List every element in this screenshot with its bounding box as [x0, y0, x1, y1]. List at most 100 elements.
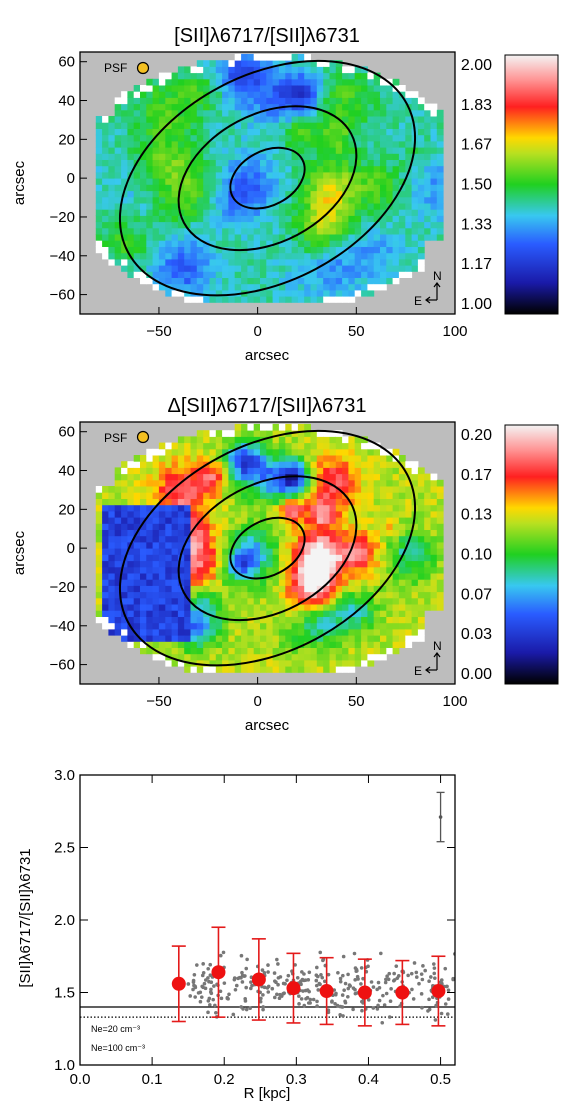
spaxel-point: [199, 995, 204, 999]
x-tick-label: −50: [146, 323, 171, 340]
colorbar-tick-label: 1.00: [461, 296, 492, 313]
y-tick-label: 0: [67, 170, 75, 187]
y-tick-label: −20: [50, 579, 75, 596]
spaxel-point: [432, 971, 437, 976]
spaxel-point: [395, 976, 400, 980]
spaxel-point: [218, 989, 223, 994]
colorbar-tick-label: 0.00: [461, 666, 492, 683]
x-tick-label: 50: [348, 323, 365, 340]
spaxel-point: [307, 970, 312, 975]
y-tick-label: 20: [58, 501, 75, 518]
spaxel-point: [261, 1007, 265, 1012]
panel1-frame: [79, 51, 456, 315]
isophote-ellipse-2: [177, 475, 358, 622]
spaxel-point: [275, 992, 279, 997]
spaxel-point: [443, 1002, 448, 1006]
spaxel-point: [320, 975, 325, 980]
spaxel-point: [261, 993, 265, 997]
binned-mean-point: [286, 981, 301, 996]
spaxel-point: [387, 971, 392, 976]
spaxel-point: [240, 980, 245, 984]
spaxel-point: [276, 976, 281, 980]
spaxel-point: [281, 981, 286, 986]
panel3-plot: [80, 791, 455, 1027]
spaxel-point: [236, 976, 240, 981]
panel1-xlabel: arcsec: [245, 347, 290, 364]
spaxel-point: [359, 966, 364, 970]
spaxel-point: [208, 1003, 212, 1007]
isophote-ellipse-3: [118, 59, 417, 297]
spaxel-point: [451, 976, 455, 981]
spaxel-point: [295, 975, 300, 980]
panel3-xlabel: R [kpc]: [244, 1085, 291, 1102]
spaxel-point: [186, 982, 191, 986]
colorbar-tick-label: 0.10: [461, 547, 492, 564]
panel2-psf-marker: [136, 430, 150, 444]
spaxel-point: [326, 972, 331, 977]
spaxel-point: [417, 981, 421, 986]
binned-mean-point: [319, 984, 334, 999]
spaxel-point: [196, 991, 201, 995]
panel1-title: [SII]λ6717/[SII]λ6731: [174, 25, 360, 47]
spaxel-point: [301, 989, 305, 993]
spaxel-point: [314, 983, 319, 988]
spaxel-point: [361, 1001, 365, 1005]
panel1-compass-east: E: [414, 294, 422, 308]
spaxel-point: [387, 1015, 392, 1019]
spaxel-point: [359, 982, 363, 986]
spaxel-point: [326, 1008, 331, 1012]
spaxel-point: [316, 988, 321, 992]
spaxel-point: [440, 981, 444, 986]
spaxel-point: [427, 979, 431, 983]
spaxel-point: [311, 997, 316, 1002]
panel2-axes: −50 0 50 100 −60 −40 −20 0 20 40 60: [50, 424, 468, 710]
spaxel-point: [241, 1007, 245, 1011]
x-tick-label: 100: [442, 693, 467, 710]
spaxel-point: [430, 995, 435, 1000]
spaxel-point: [248, 1006, 252, 1011]
y-tick-label: −40: [50, 248, 75, 265]
y-tick-label: 20: [58, 131, 75, 148]
spaxel-point: [319, 973, 323, 977]
spaxel-point: [188, 994, 193, 998]
spaxel-point: [338, 976, 343, 981]
isophote-ellipse-1: [229, 146, 306, 210]
spaxel-point: [209, 987, 213, 992]
spaxel-point: [272, 971, 277, 975]
spaxel-point: [351, 1007, 355, 1012]
spaxel-point: [394, 964, 399, 968]
spaxel-point: [212, 984, 216, 988]
x-tick-label: 0: [253, 693, 261, 710]
spaxel-point: [201, 970, 206, 975]
spaxel-point: [286, 973, 291, 978]
spaxel-point: [244, 985, 249, 990]
spaxel-point: [360, 1008, 364, 1013]
spaxel-point: [423, 968, 427, 973]
panel1-compass: [425, 282, 441, 304]
panel2-frame: [79, 421, 456, 685]
colorbar-tick-label: 0.03: [461, 626, 492, 643]
spaxel-point: [206, 966, 210, 971]
spaxel-point: [299, 979, 303, 984]
spaxel-point: [318, 982, 322, 987]
spaxel-point: [384, 991, 389, 996]
spaxel-point: [270, 986, 275, 991]
spaxel-point: [335, 1003, 340, 1008]
spaxel-point: [386, 977, 391, 982]
colorbar-tick-label: 0.20: [461, 427, 492, 444]
typical-error-point: [438, 815, 443, 819]
y-tick-label: 1.5: [54, 985, 75, 1002]
spaxel-point: [371, 985, 376, 989]
spaxel-point: [379, 951, 383, 956]
spaxel-point: [409, 971, 414, 976]
x-tick-label: 0.1: [142, 1071, 163, 1088]
binned-mean-point: [357, 985, 372, 1000]
spaxel-point: [381, 993, 385, 998]
spaxel-point: [348, 984, 353, 988]
spaxel-point: [414, 975, 419, 979]
spaxel-point: [219, 996, 224, 1001]
isophote-ellipse-1: [229, 516, 306, 580]
spaxel-point: [260, 968, 265, 972]
panel1-axes: −50 0 50 100 −60 −40 −20 0 20 40 60: [50, 54, 468, 340]
spaxel-point: [195, 963, 199, 967]
